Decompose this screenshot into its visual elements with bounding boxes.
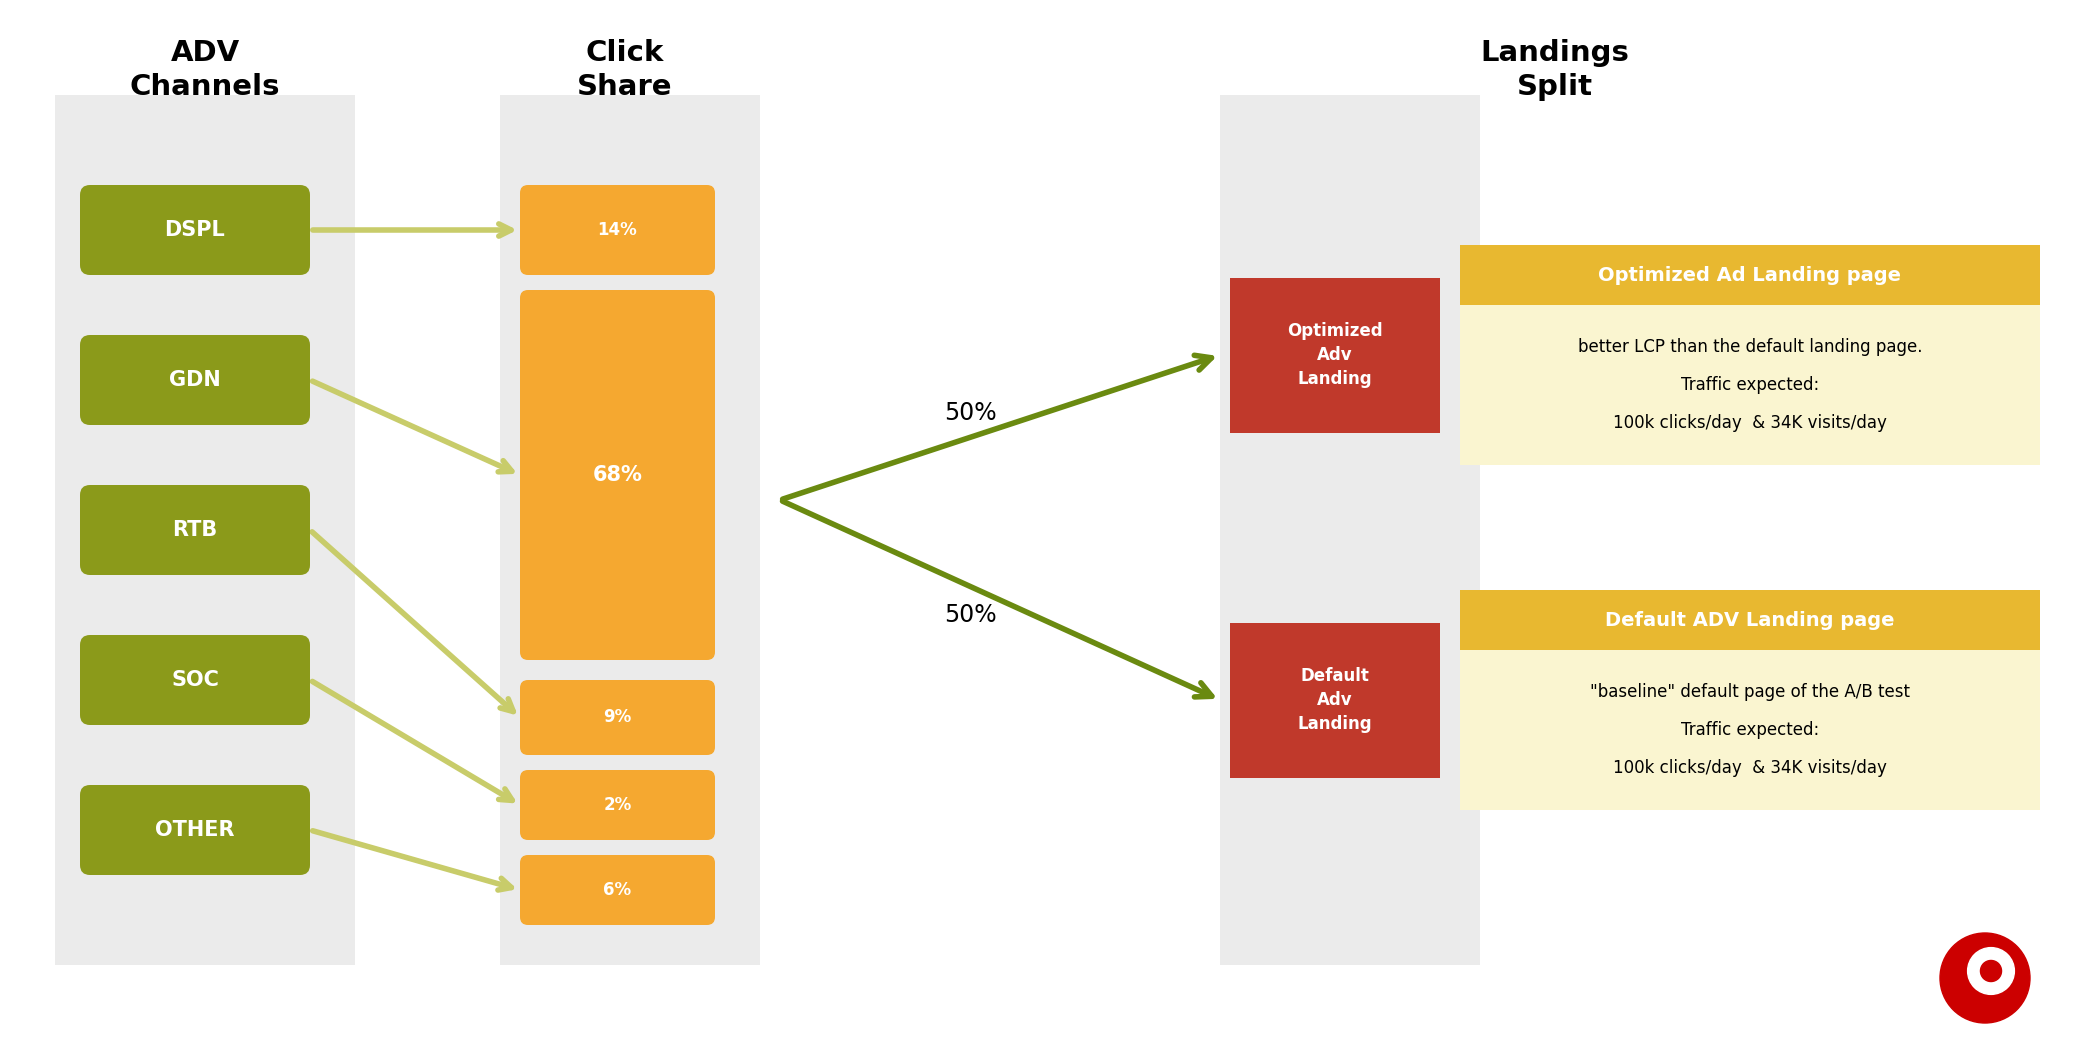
Text: 50%: 50%: [945, 603, 997, 627]
Text: 100k clicks/day  & 34K visits/day: 100k clicks/day & 34K visits/day: [1613, 759, 1887, 777]
Text: "baseline" default page of the A/B test: "baseline" default page of the A/B test: [1590, 683, 1910, 701]
FancyBboxPatch shape: [79, 635, 309, 725]
Text: 68%: 68%: [594, 465, 642, 485]
Bar: [1461, 245, 2040, 305]
Text: OTHER: OTHER: [155, 820, 234, 840]
Bar: [1461, 590, 2040, 650]
Text: 2%: 2%: [604, 796, 631, 814]
Text: Optimized
Adv
Landing: Optimized Adv Landing: [1287, 322, 1384, 388]
Circle shape: [1967, 947, 2015, 994]
Bar: [1231, 623, 1440, 778]
Text: 14%: 14%: [598, 222, 637, 239]
Text: 100k clicks/day  & 34K visits/day: 100k clicks/day & 34K visits/day: [1613, 414, 1887, 432]
FancyBboxPatch shape: [79, 335, 309, 425]
FancyBboxPatch shape: [520, 185, 715, 275]
Bar: [1231, 278, 1440, 433]
Circle shape: [1940, 933, 2029, 1023]
Bar: [54, 95, 355, 965]
Circle shape: [1981, 961, 2002, 982]
Text: Landings
Split: Landings Split: [1480, 38, 1630, 101]
Bar: [1221, 95, 1480, 965]
Text: GDN: GDN: [169, 370, 222, 390]
Text: DSPL: DSPL: [165, 220, 226, 240]
Text: 50%: 50%: [945, 400, 997, 424]
FancyBboxPatch shape: [79, 485, 309, 575]
Text: Traffic expected:: Traffic expected:: [1680, 721, 1818, 739]
FancyBboxPatch shape: [520, 290, 715, 660]
FancyBboxPatch shape: [79, 785, 309, 875]
Text: Traffic expected:: Traffic expected:: [1680, 376, 1818, 394]
Bar: [1461, 650, 2040, 810]
FancyBboxPatch shape: [79, 185, 309, 275]
FancyBboxPatch shape: [520, 770, 715, 840]
Bar: [500, 95, 761, 965]
Text: SOC: SOC: [171, 670, 219, 690]
Text: 6%: 6%: [604, 881, 631, 899]
Text: ADV
Channels: ADV Channels: [130, 38, 280, 101]
Text: 9%: 9%: [604, 708, 631, 727]
Text: better LCP than the default landing page.: better LCP than the default landing page…: [1578, 338, 1923, 356]
FancyBboxPatch shape: [520, 855, 715, 925]
Text: Optimized Ad Landing page: Optimized Ad Landing page: [1599, 265, 1902, 285]
Text: RTB: RTB: [171, 520, 217, 540]
Text: Default
Adv
Landing: Default Adv Landing: [1298, 668, 1373, 732]
FancyBboxPatch shape: [520, 680, 715, 755]
Bar: [1461, 305, 2040, 465]
Text: Click
Share: Click Share: [577, 38, 673, 101]
Text: Default ADV Landing page: Default ADV Landing page: [1605, 610, 1896, 629]
